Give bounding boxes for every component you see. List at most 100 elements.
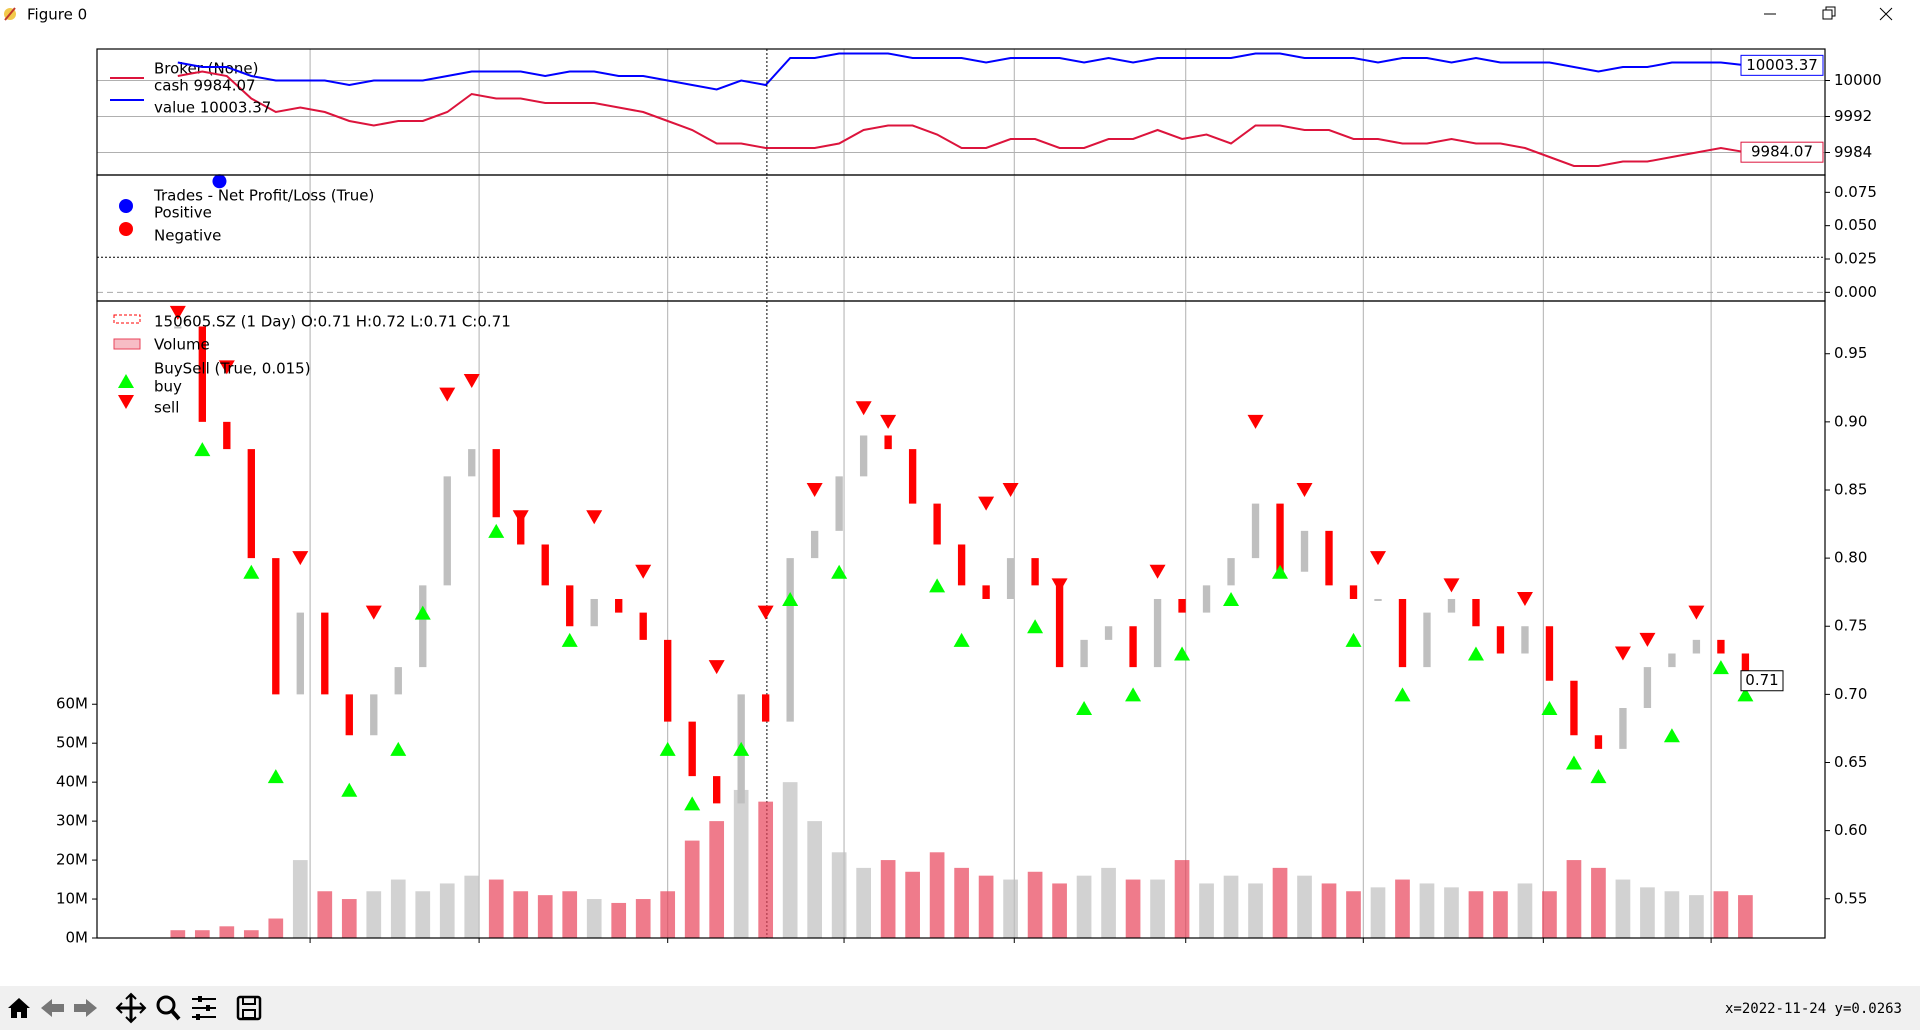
legend-swatch [118,395,134,409]
volume-bar [1615,879,1631,938]
panel-frame [96,300,1826,939]
signal-marker [439,387,456,402]
legend-swatch [119,222,133,236]
forward-button[interactable] [74,999,97,1017]
volume-bar [219,926,235,938]
candle [615,598,623,613]
signal-marker [806,482,823,497]
signal-marker [1002,482,1019,497]
y-tick-label: 10000 [1834,71,1882,89]
legend-label: buy [154,378,182,396]
y-tick-label: 0.65 [1834,753,1867,771]
series-line [177,70,1746,167]
y2-tick-label: 0M [66,929,89,947]
signal-marker [1639,632,1656,647]
candle [566,585,574,627]
minimize-button[interactable] [1746,0,1796,30]
volume-bar [562,891,578,938]
candle [761,694,770,722]
volume-bar [684,840,700,938]
legend-label: Negative [154,227,221,245]
configure-button[interactable] [192,996,216,1020]
candle [468,449,476,477]
volume-bar [1664,891,1680,938]
signal-marker [1737,687,1754,702]
signal-marker [1174,646,1191,661]
signal-marker [1272,564,1289,579]
volume-bar [1566,860,1582,938]
y-tick-label: 0.000 [1834,283,1877,301]
candle [1447,598,1456,613]
candle [1594,735,1603,749]
signal-marker [365,605,382,620]
signal-marker [1296,482,1313,497]
signal-marker [1076,700,1093,715]
volume-bar [1125,879,1141,938]
signal-marker [929,578,946,593]
candle [1055,585,1064,668]
candle [1178,598,1186,613]
signal-marker [1394,687,1411,702]
volume-bar [1223,875,1239,938]
signal-marker [488,523,505,538]
signal-marker [1712,660,1729,675]
signal-marker [194,442,211,457]
candle [370,694,378,736]
pan-button[interactable] [115,992,147,1024]
volume-bar [1738,895,1753,938]
y2-tick-label: 30M [56,812,88,830]
zoom-button[interactable] [156,995,181,1021]
volume-bar [1052,883,1067,938]
volume-bar [1517,883,1533,938]
legend-title: BuySell (True, 0.015) [154,360,311,378]
candle [394,667,402,695]
signal-marker [782,591,799,606]
candle [1521,626,1529,654]
signal-marker [1027,619,1044,634]
candle [1496,626,1505,654]
legend-title: Trades - Net Profit/Loss (True) [153,187,374,205]
candle [1741,653,1750,681]
candle [982,585,990,599]
legend-swatch [119,199,133,213]
save-button[interactable] [236,995,262,1021]
volume-bar [807,821,823,938]
signal-marker [1149,564,1166,579]
signal-marker [267,769,284,784]
back-button[interactable] [41,999,64,1017]
signal-marker [1443,578,1460,593]
volume-bar [488,879,504,938]
candle [1398,598,1407,668]
legend-label: Volume [154,336,210,354]
candle [517,517,525,545]
y2-tick-label: 10M [56,890,88,908]
volume-bar [856,867,871,938]
signal-marker [757,605,774,620]
candle [1153,598,1162,668]
home-button[interactable] [8,998,30,1018]
signal-marker [1590,769,1607,784]
title-bar [0,0,1920,30]
signal-marker [1565,755,1582,770]
volume-bar [709,821,725,938]
y-tick-label: 0.60 [1834,821,1867,839]
volume-bar [1321,883,1337,938]
candle [1472,598,1480,627]
y-tick-label: 0.55 [1834,889,1867,907]
candle [1643,667,1652,708]
volume-bar [194,930,210,938]
y-tick-label: 9992 [1834,107,1872,125]
candle [1202,585,1211,613]
signal-marker [953,632,970,647]
signal-marker [243,564,260,579]
signal-marker [880,414,897,429]
signal-marker [684,796,701,811]
volume-bar [341,899,357,938]
signal-marker [586,510,603,525]
last-value-box [1740,141,1824,163]
signal-marker [1125,687,1142,702]
toolbar [0,986,1920,1030]
trade-point [212,174,227,189]
restore-button[interactable] [1800,0,1856,30]
close-button[interactable] [1860,0,1920,30]
